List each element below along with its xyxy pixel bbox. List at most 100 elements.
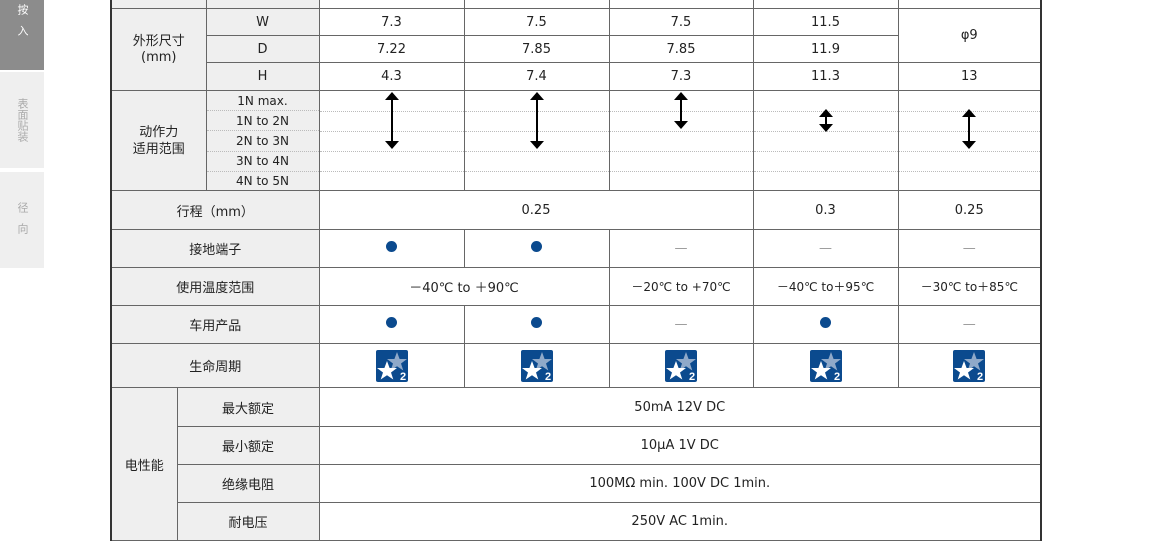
dotted-divider: [609, 171, 753, 172]
cell: 4.3: [318, 62, 465, 91]
tab-label: 按入: [16, 4, 29, 46]
cell: －20℃ to +70℃: [608, 267, 754, 306]
cell: －30℃ to＋85℃: [897, 267, 1042, 306]
elec-label: 耐电压: [176, 502, 320, 541]
lifecycle-label: 生命周期: [110, 343, 320, 388]
force-range-arrow-icon: [529, 92, 544, 149]
force-range-cell: [897, 90, 1042, 191]
cell: 11.5: [752, 8, 899, 36]
force-level: 1N to 2N: [205, 110, 320, 132]
cell: －40℃ to＋95℃: [752, 267, 899, 306]
dimensions-label: 外形尺寸 (mm): [110, 8, 207, 91]
tab-label: 径向: [16, 202, 29, 244]
elec-label: 最小额定: [176, 426, 320, 465]
elec-label: 绝缘电阻: [176, 464, 320, 503]
force-range-cell: [318, 90, 465, 191]
dim-h-label: H: [205, 62, 320, 91]
lifecycle-star-2-icon: 2: [375, 349, 408, 382]
spec-table: 外形尺寸 (mm) W 7.3 7.5 7.5 11.5 φ9 D 7.22 7…: [110, 0, 1042, 541]
svg-text:2: 2: [400, 371, 406, 382]
stroke-label: 行程（mm）: [110, 190, 320, 230]
tab-label: 表面贴装: [16, 98, 29, 142]
cell: φ9: [897, 8, 1042, 63]
cell: 10μA 1V DC: [318, 426, 1042, 465]
elec-label: 最大额定: [176, 387, 320, 427]
cell: 2: [608, 343, 754, 388]
cell: 0.3: [752, 190, 899, 230]
cell: 7.85: [608, 35, 754, 63]
cell: 7.3: [318, 8, 465, 36]
lifecycle-star-2-icon: 2: [520, 349, 553, 382]
dot-icon: [386, 317, 397, 328]
dash: —: [962, 241, 976, 256]
cell: [318, 305, 465, 344]
cell: 0.25: [897, 190, 1042, 230]
dotted-divider: [609, 151, 753, 152]
cell: 7.4: [463, 62, 610, 91]
dotted-divider: [464, 151, 609, 152]
cell: 7.3: [608, 62, 754, 91]
svg-text:2: 2: [545, 371, 551, 382]
dotted-divider: [464, 171, 609, 172]
tab-radial[interactable]: 径向: [0, 172, 44, 268]
dotted-divider: [898, 151, 1040, 152]
svg-text:2: 2: [977, 371, 983, 382]
dotted-divider: [898, 171, 1040, 172]
dotted-divider: [753, 171, 898, 172]
force-range-cell: [463, 90, 610, 191]
tab-push-in[interactable]: 按入: [0, 0, 44, 70]
lifecycle-star-2-icon: 2: [665, 349, 697, 382]
force-range-arrow-icon: [818, 109, 833, 132]
cell: 2: [318, 343, 465, 388]
cell: 2: [897, 343, 1042, 388]
dim-d-label: D: [205, 35, 320, 63]
cell: —: [897, 229, 1042, 268]
cell: 7.85: [463, 35, 610, 63]
cell: [463, 229, 610, 268]
force-range-cell: [608, 90, 754, 191]
force-range-cell: [752, 90, 899, 191]
svg-text:2: 2: [689, 371, 695, 382]
dot-icon: [531, 317, 542, 328]
dim-w-label: W: [205, 8, 320, 36]
cell: 7.5: [608, 8, 754, 36]
cell: —: [608, 305, 754, 344]
tab-surface-mount[interactable]: 表面贴装: [0, 72, 44, 168]
cell: [752, 305, 899, 344]
cell: —: [897, 305, 1042, 344]
dash: —: [674, 241, 688, 256]
cell: 7.22: [318, 35, 465, 63]
force-level: 1N max.: [205, 89, 320, 112]
cell: 2: [752, 343, 899, 388]
cell: －40℃ to ＋90℃: [318, 267, 610, 306]
ground-label: 接地端子: [110, 229, 320, 268]
dotted-divider: [753, 151, 898, 152]
svg-text:2: 2: [834, 371, 840, 382]
cell: 250V AC 1min.: [318, 502, 1042, 541]
cell: 0.25: [318, 190, 754, 230]
dotted-divider: [319, 171, 464, 172]
temp-label: 使用温度范围: [110, 267, 320, 306]
cell: 11.9: [752, 35, 899, 63]
dot-icon: [386, 241, 397, 252]
cell: [463, 305, 610, 344]
dash: —: [962, 317, 976, 332]
dash: —: [674, 317, 688, 332]
force-range-arrow-icon: [962, 109, 977, 149]
lifecycle-star-2-icon: 2: [809, 349, 842, 382]
force-label: 动作力 适用范围: [110, 90, 207, 191]
auto-label: 车用产品: [110, 305, 320, 344]
cell: 50mA 12V DC: [318, 387, 1042, 427]
force-level: 2N to 3N: [205, 130, 320, 152]
cell: 2: [463, 343, 610, 388]
cell: —: [608, 229, 754, 268]
cell: [318, 229, 465, 268]
force-level: 3N to 4N: [205, 150, 320, 172]
dotted-divider: [319, 151, 464, 152]
dotted-divider: [609, 131, 753, 132]
cell: —: [752, 229, 899, 268]
force-level: 4N to 5N: [205, 170, 320, 192]
force-range-arrow-icon: [384, 92, 399, 149]
lifecycle-star-2-icon: 2: [953, 349, 986, 382]
electrical-label: 电性能: [110, 387, 178, 541]
